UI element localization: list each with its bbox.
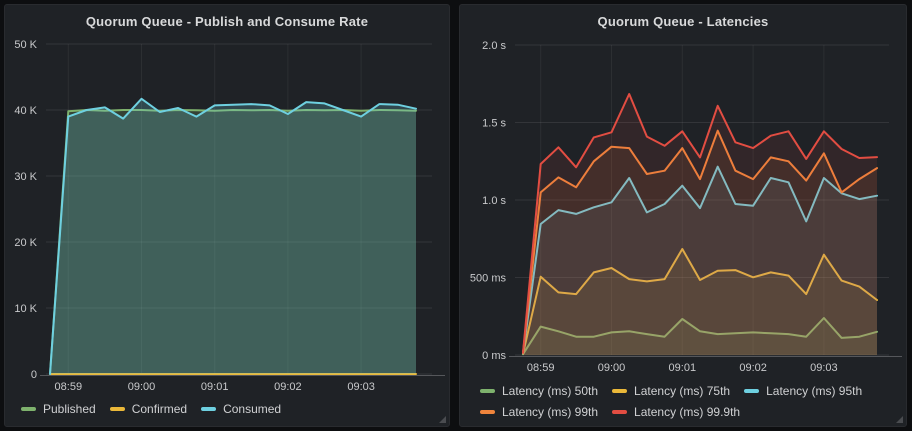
panel-header-latencies[interactable]: Quorum Queue - Latencies xyxy=(460,10,906,32)
legend-swatch xyxy=(21,407,36,411)
y-tick-label: 1.5 s xyxy=(482,118,506,130)
legend-swatch xyxy=(109,407,125,411)
legend-item-latency-ms-99th[interactable]: Latency (ms) 99th xyxy=(480,405,598,419)
y-tick-label: 30 K xyxy=(14,171,37,183)
y-tick-label: 10 K xyxy=(14,303,37,315)
y-tick-label: 20 K xyxy=(14,237,37,249)
publish-consume-rate-chart[interactable]: 0 10 K 20 K 30 K 40 K 50 K 08:59 09:00 09:01 09:0… xyxy=(5,5,449,426)
series-area xyxy=(50,98,416,375)
y-tick-label: 0 ms xyxy=(482,350,506,362)
legend-item-latency-ms-95th[interactable]: Latency (ms) 95th xyxy=(744,384,862,398)
legend-swatch xyxy=(744,389,760,393)
panel-title: Quorum Queue - Publish and Consume Rate xyxy=(85,13,369,29)
series-area xyxy=(523,249,877,355)
x-tick-label: 09:01 xyxy=(669,362,697,374)
legend-item-latency-ms-50th[interactable]: Latency (ms) 50th xyxy=(480,384,598,398)
series-line[interactable] xyxy=(522,317,878,356)
y-tick-label: 40 K xyxy=(14,105,37,117)
legend-label: Latency (ms) 99th xyxy=(502,405,599,419)
y-tick-label: 1.0 s xyxy=(482,195,506,207)
x-tick-label: 08:59 xyxy=(527,362,555,374)
latencies-legend: Latency (ms) 50th Latency (ms) 75th Latenc… xyxy=(480,384,894,426)
x-tick-label: 09:03 xyxy=(347,381,375,393)
legend-swatch xyxy=(480,410,495,414)
series-area xyxy=(523,318,877,355)
series-line[interactable] xyxy=(522,129,878,355)
panel-resize-handle[interactable] xyxy=(895,415,904,424)
series-line[interactable] xyxy=(522,93,878,354)
x-tick-label: 09:00 xyxy=(598,362,626,374)
legend-label: Published xyxy=(43,402,96,416)
series-line[interactable] xyxy=(522,165,878,355)
legend-label: Consumed xyxy=(223,402,282,416)
legend-label: Latency (ms) 99.9th xyxy=(634,405,741,419)
legend-item-latency-ms-99.9th[interactable]: Latency (ms) 99.9th xyxy=(612,405,740,419)
series-line[interactable] xyxy=(49,97,417,375)
panel-publish-consume-rate: Quorum Queue - Publish and Consume Rate … xyxy=(4,4,450,427)
panel-title: Quorum Queue - Latencies xyxy=(597,13,769,29)
latencies-chart[interactable]: 0 ms 500 ms 1.0 s 1.5 s 2.0 s 08:59 09:00 09:01… xyxy=(460,5,906,426)
x-tick-label: 09:00 xyxy=(128,381,156,393)
panel-resize-handle[interactable] xyxy=(438,415,447,424)
legend-item-confirmed[interactable]: Confirmed xyxy=(109,402,188,416)
legend-swatch xyxy=(201,407,217,411)
legend-label: Latency (ms) 75th xyxy=(634,384,731,398)
series-area xyxy=(50,110,416,374)
legend-item-published[interactable]: Published xyxy=(21,402,96,416)
y-tick-label: 2.0 s xyxy=(482,40,506,52)
series-line[interactable] xyxy=(522,248,878,355)
panel-header-publish-consume-rate[interactable]: Quorum Queue - Publish and Consume Rate xyxy=(5,10,449,32)
series-area xyxy=(523,166,877,355)
x-tick-label: 08:59 xyxy=(55,381,83,393)
x-tick-label: 09:02 xyxy=(274,381,302,393)
legend-label: Latency (ms) 50th xyxy=(502,384,599,398)
publish-consume-legend: Published Confirmed Consumed xyxy=(21,402,441,423)
legend-label: Confirmed xyxy=(131,402,188,416)
legend-swatch xyxy=(612,410,628,414)
series-area xyxy=(523,130,877,355)
panel-latencies: Quorum Queue - Latencies 0 ms 500 ms 1.0 s… xyxy=(459,4,907,427)
x-tick-label: 09:02 xyxy=(739,362,767,374)
legend-item-consumed[interactable]: Consumed xyxy=(201,402,281,416)
x-tick-label: 09:01 xyxy=(201,381,229,393)
legend-swatch xyxy=(612,389,628,393)
x-tick-label: 09:03 xyxy=(810,362,838,374)
legend-swatch xyxy=(480,389,495,393)
legend-label: Latency (ms) 95th xyxy=(766,384,863,398)
legend-item-latency-ms-75th[interactable]: Latency (ms) 75th xyxy=(612,384,730,398)
y-tick-label: 50 K xyxy=(14,39,37,51)
y-tick-label: 500 ms xyxy=(470,273,507,285)
y-tick-label: 0 xyxy=(31,369,37,381)
series-area xyxy=(523,94,877,355)
